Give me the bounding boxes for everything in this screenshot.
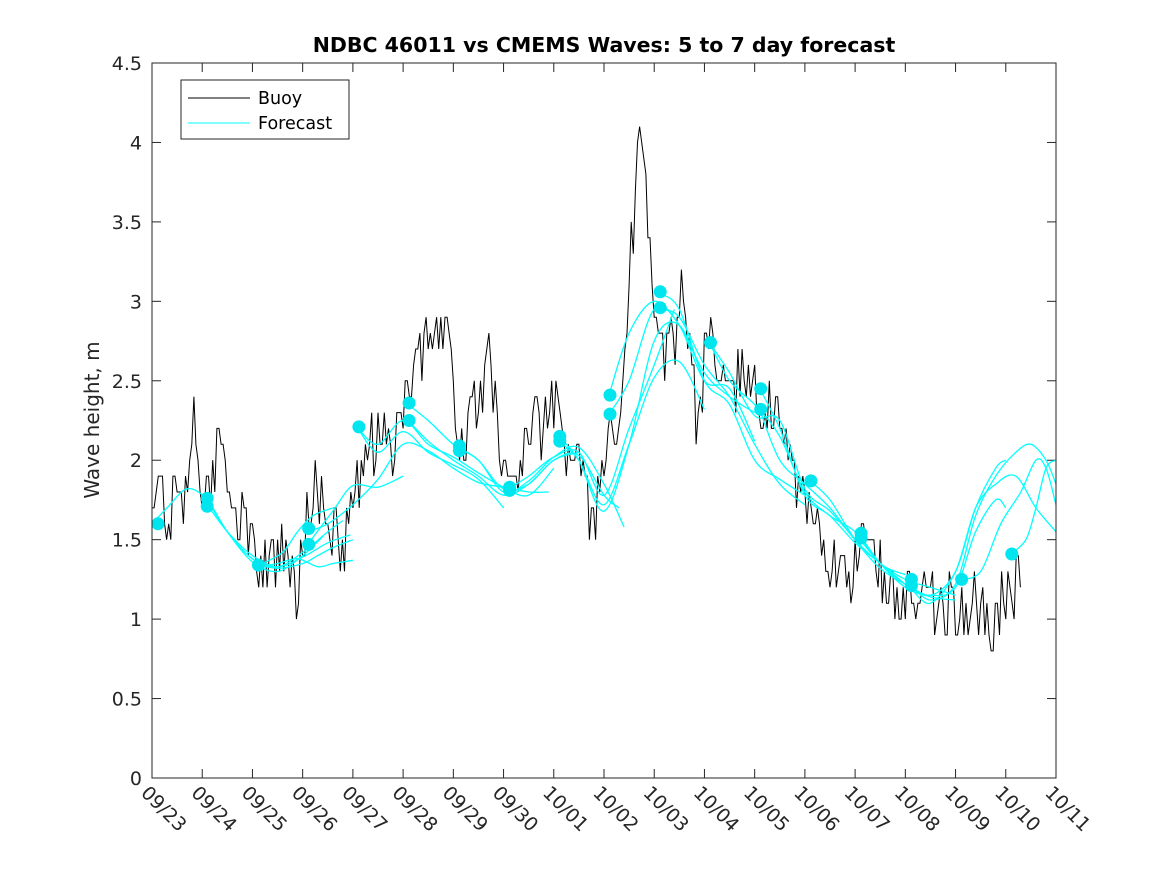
forecast-marker-16 (603, 388, 617, 402)
y-tick-label-8: 4 (130, 132, 142, 154)
chart-title: NDBC 46011 vs CMEMS Waves: 5 to 7 day fo… (313, 33, 896, 57)
forecast-marker-15 (553, 434, 567, 448)
plot-area (152, 63, 1056, 778)
forecast-marker-21 (754, 382, 768, 396)
forecast-marker-18 (653, 285, 667, 299)
forecast-marker-8 (402, 396, 416, 410)
forecast-marker-1 (151, 517, 165, 531)
forecast-marker-25 (854, 531, 868, 545)
forecast-line-4 (252, 539, 354, 569)
legend-buoy-label: Buoy (258, 89, 302, 109)
forecast-marker-23 (804, 474, 818, 488)
forecast-marker-6 (302, 537, 316, 551)
forecast-marker-7 (352, 420, 366, 434)
forecast-line-25 (809, 480, 956, 601)
forecast-line-9 (357, 419, 555, 497)
forecast-marker-28 (955, 572, 969, 586)
forecast-marker-27 (904, 579, 918, 593)
forecast-marker-29 (1005, 547, 1019, 561)
plot-frame (151, 62, 1057, 779)
y-axis-label: Wave height, m (80, 341, 104, 498)
y-tick-label-1: 0.5 (112, 689, 142, 711)
legend-forecast-label: Forecast (258, 114, 332, 134)
y-tick-label-3: 1.5 (112, 530, 142, 552)
forecast-marker-4 (252, 558, 265, 572)
forecast-line-6 (262, 507, 334, 565)
forecast-line-14 (508, 309, 675, 496)
forecast-line-20 (658, 292, 806, 496)
forecast-line-21 (708, 342, 856, 541)
forecast-series (151, 292, 1057, 605)
legend: Buoy Forecast (180, 79, 350, 140)
y-tick-label-0: 0 (130, 768, 142, 790)
forecast-marker-19 (653, 301, 667, 315)
forecast-line-31 (1010, 459, 1057, 555)
forecast-line-28 (909, 443, 1057, 601)
forecast-line-3 (206, 504, 351, 568)
forecast-line-29 (909, 474, 1057, 605)
forecast-line-10 (357, 427, 505, 509)
y-tick-label-4: 2 (130, 450, 142, 472)
forecast-marker-17 (603, 407, 617, 421)
legend-box (180, 79, 350, 140)
y-tick-label-9: 4.5 (112, 53, 142, 75)
y-tick-label-7: 3.5 (112, 212, 142, 234)
forecast-marker-22 (754, 402, 768, 416)
forecast-marker-3 (200, 499, 214, 513)
forecast-marker-9 (402, 414, 416, 427)
forecast-marker-20 (704, 336, 717, 350)
forecast-marker-13 (503, 483, 517, 497)
forecast-marker-11 (452, 444, 466, 458)
y-tick-label-6: 3 (130, 291, 142, 313)
y-tick-label-2: 1 (130, 609, 142, 631)
forecast-line-13 (458, 446, 620, 509)
forecast-line-7 (307, 475, 404, 545)
forecast-line-27 (859, 459, 1007, 597)
forecast-markers (151, 285, 1019, 593)
y-tick-label-5: 2.5 (112, 371, 142, 393)
forecast-line-5 (257, 558, 354, 568)
forecast-marker-5 (302, 522, 316, 535)
y-tick-labels: 0 0.5 1 1.5 2 2.5 3 3.5 4 4.5 (112, 53, 142, 790)
forecast-line-19 (658, 308, 806, 506)
